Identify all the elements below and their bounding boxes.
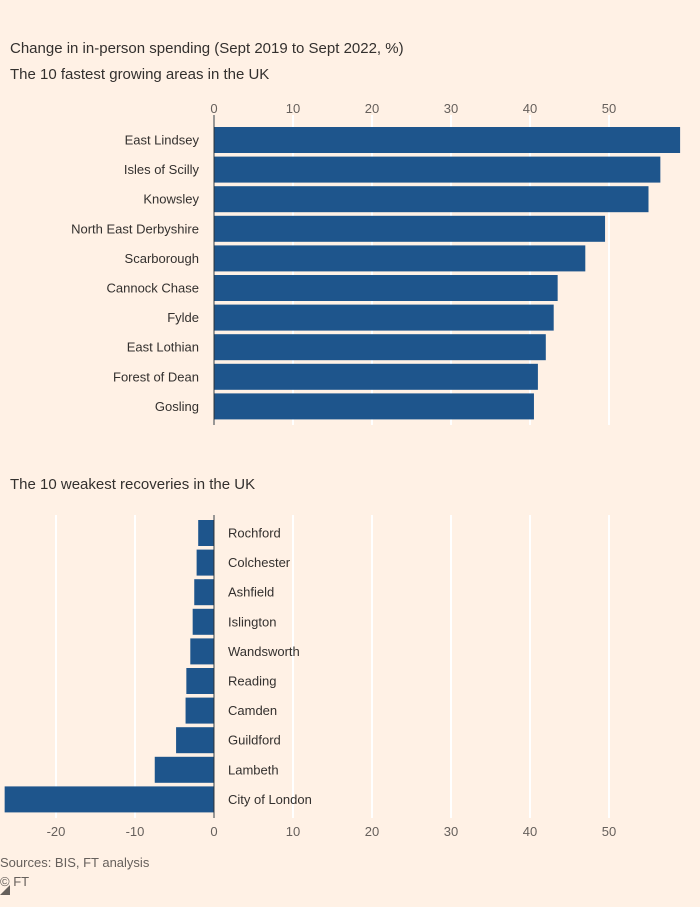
bar <box>186 668 214 694</box>
category-label: Scarborough <box>125 251 199 266</box>
bar <box>194 579 214 606</box>
x-tick-label: 30 <box>444 824 458 839</box>
bar <box>198 520 214 546</box>
x-tick-label: 10 <box>286 824 300 839</box>
category-label: Lambeth <box>228 762 279 777</box>
x-tick-label: 40 <box>523 824 537 839</box>
x-tick-label: -20 <box>47 824 66 839</box>
x-tick-label: 50 <box>602 101 616 116</box>
bar <box>154 756 214 783</box>
bar <box>192 608 214 635</box>
category-label: Gosling <box>155 399 199 414</box>
category-label: North East Derbyshire <box>71 221 199 236</box>
x-tick-label: -10 <box>126 824 145 839</box>
bar <box>214 363 538 390</box>
x-tick-label: 30 <box>444 101 458 116</box>
bar <box>4 786 215 813</box>
x-tick-label: 50 <box>602 824 616 839</box>
x-tick-label: 40 <box>523 101 537 116</box>
category-label: City of London <box>228 792 312 807</box>
bar <box>176 727 214 754</box>
category-label: Colchester <box>228 555 291 570</box>
category-label: Cannock Chase <box>107 281 200 296</box>
category-label: Reading <box>228 674 276 689</box>
category-label: Guildford <box>228 733 281 748</box>
bar <box>214 275 558 301</box>
bar <box>214 215 606 242</box>
x-tick-label: 20 <box>365 101 379 116</box>
x-tick-label: 0 <box>210 824 217 839</box>
x-tick-label: 10 <box>286 101 300 116</box>
category-label: Forest of Dean <box>113 369 199 384</box>
bar <box>214 156 661 183</box>
category-label: East Lothian <box>127 340 199 355</box>
bar <box>214 304 554 331</box>
chart-1-subtitle: The 10 fastest growing areas in the UK <box>10 66 270 83</box>
category-label: Knowsley <box>143 192 199 207</box>
bar <box>214 127 681 153</box>
bar <box>214 186 649 213</box>
source-note: Sources: BIS, FT analysis <box>0 855 150 870</box>
x-tick-label: 20 <box>365 824 379 839</box>
bar <box>190 638 214 665</box>
chart-2-subtitle: The 10 weakest recoveries in the UK <box>10 476 256 493</box>
bar <box>214 334 546 361</box>
chart-title: Change in in-person spending (Sept 2019 … <box>10 40 404 57</box>
category-label: Ashfield <box>228 585 274 600</box>
category-label: East Lindsey <box>125 133 200 148</box>
category-label: Wandsworth <box>228 644 300 659</box>
category-label: Rochford <box>228 526 281 541</box>
bar <box>185 697 214 724</box>
copyright-note: © FT <box>0 874 30 889</box>
x-tick-label: 0 <box>210 101 217 116</box>
category-label: Islington <box>228 614 276 629</box>
fastest-growing-chart: 0 10 20 30 40 50 East Lindsey Isles of Scilly Kn… <box>71 101 681 425</box>
bar <box>214 393 534 420</box>
bar <box>214 245 586 272</box>
corner-icon <box>0 885 10 895</box>
category-label: Isles of Scilly <box>124 162 200 177</box>
bar <box>196 549 214 576</box>
category-label: Camden <box>228 703 277 718</box>
category-label: Fylde <box>167 310 199 325</box>
